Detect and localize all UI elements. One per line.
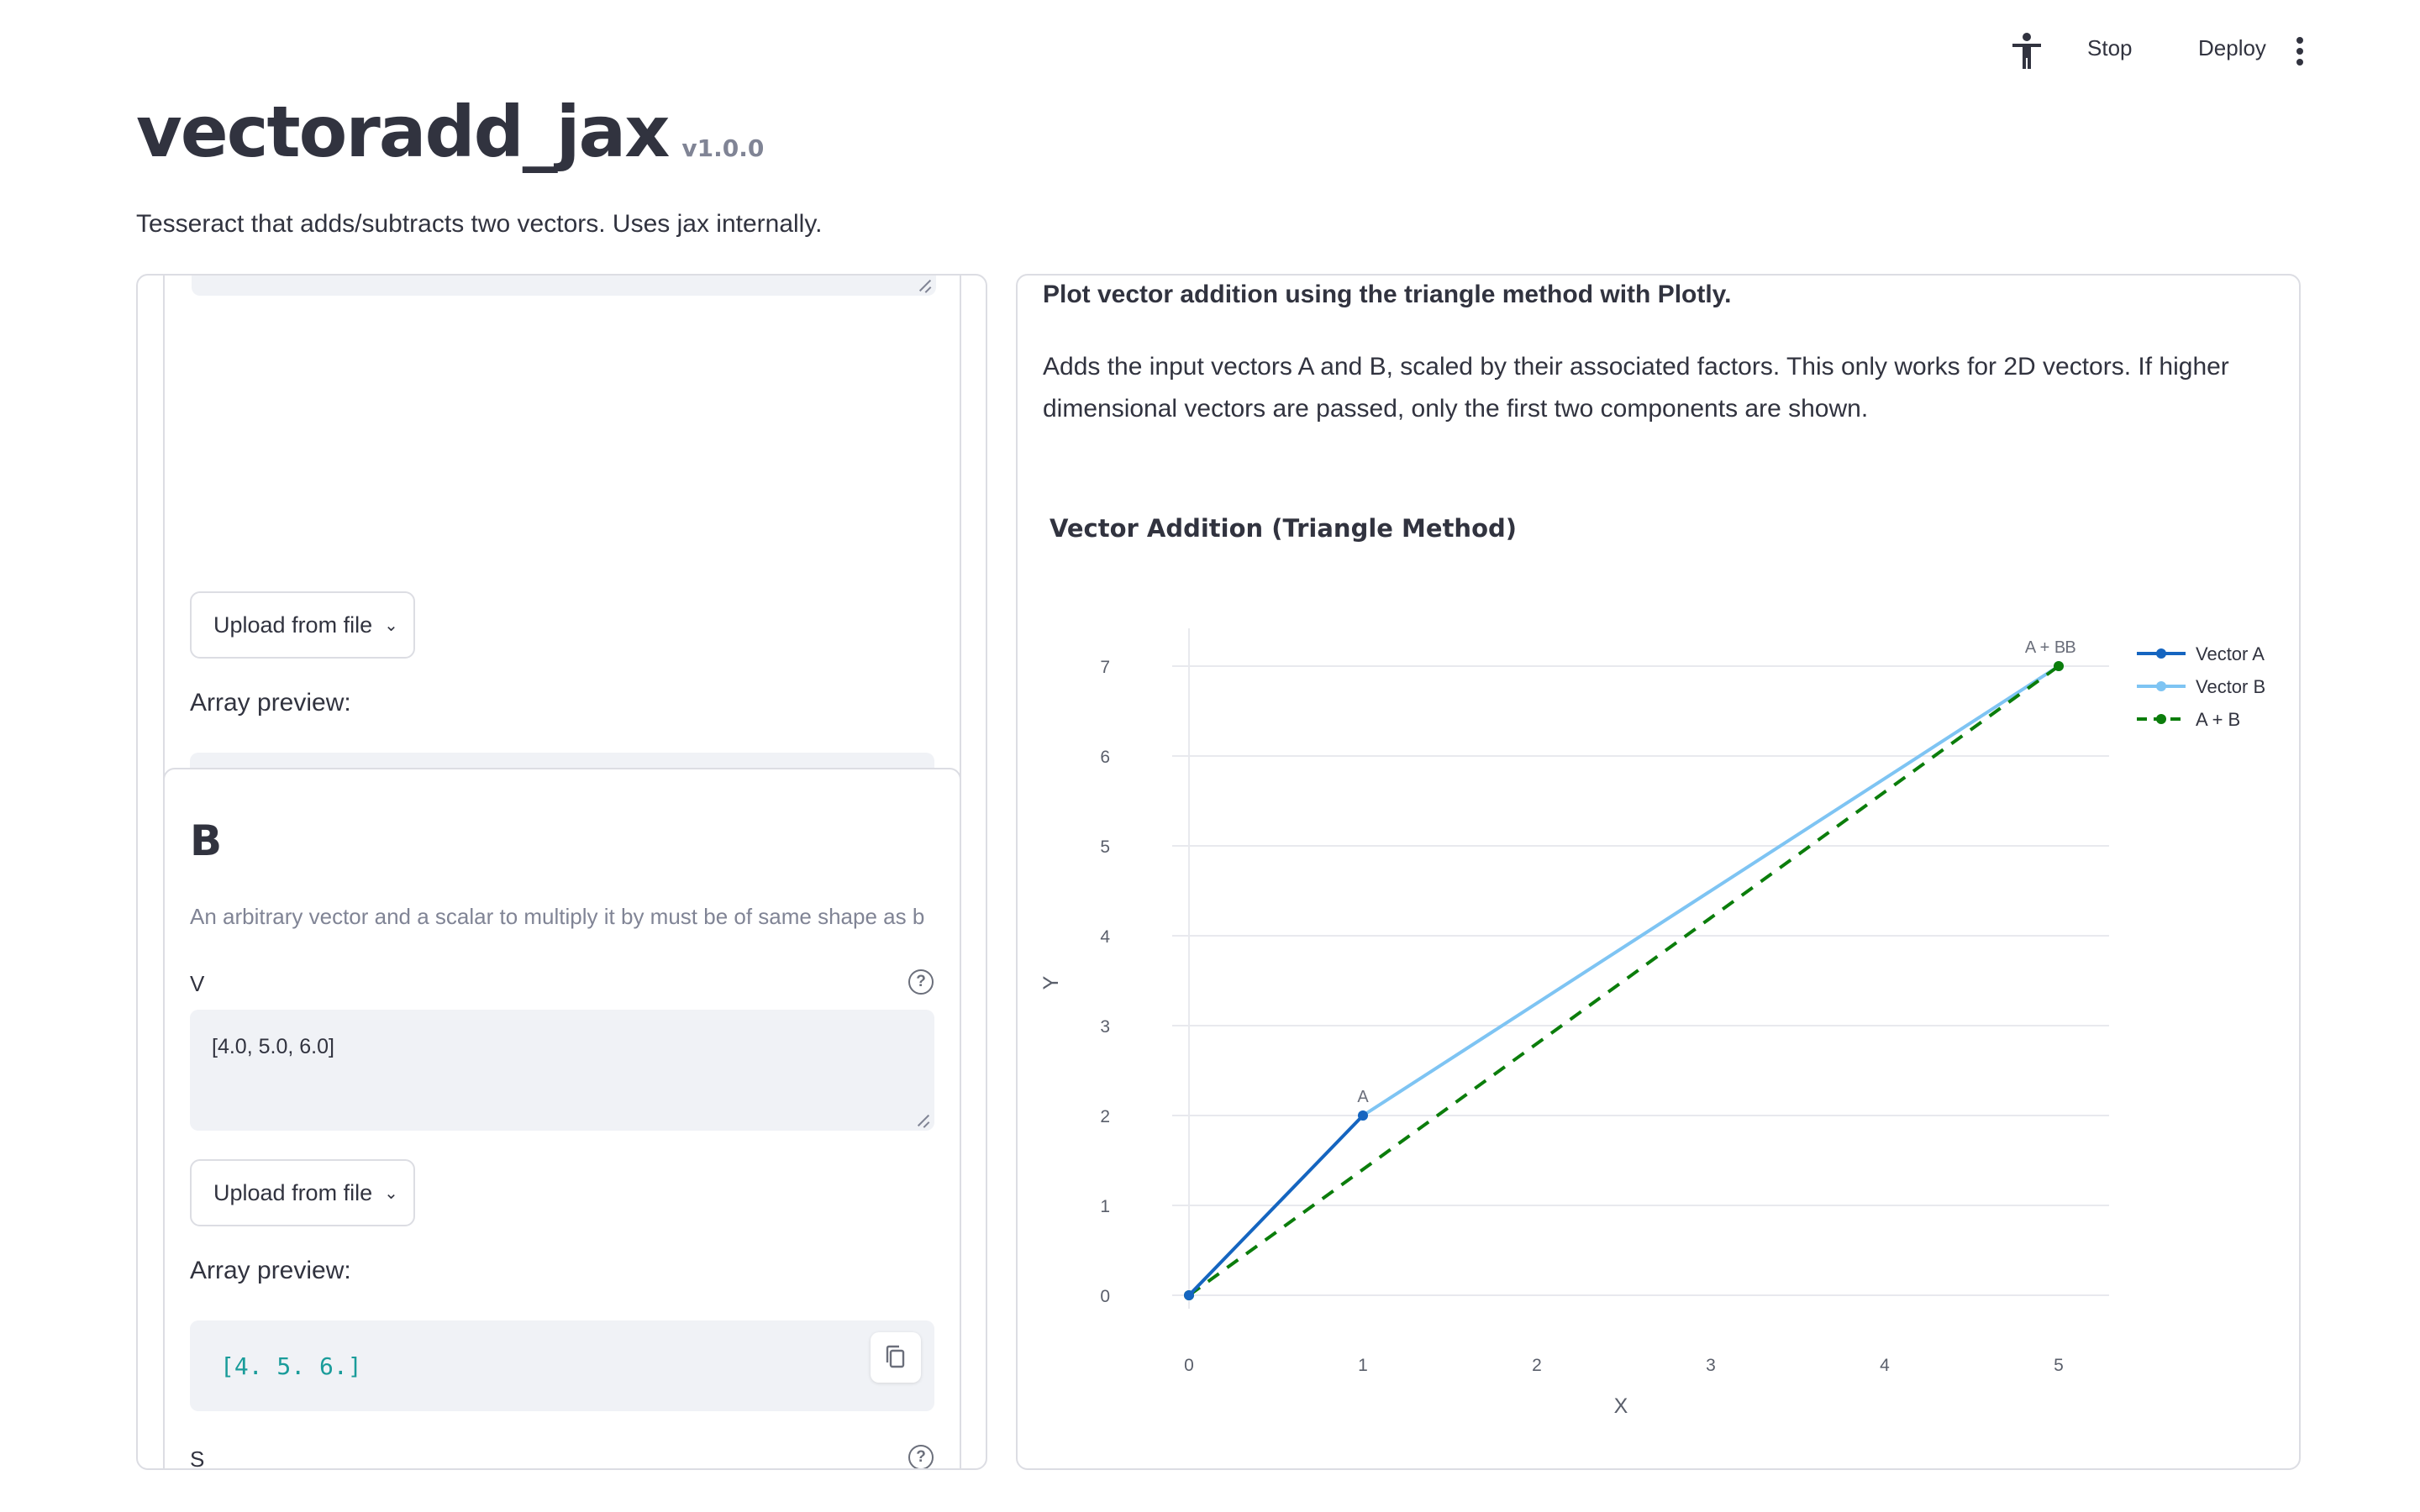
legend-marker [2156, 648, 2166, 659]
input-b-v-textarea[interactable]: [4.0, 5.0, 6.0] [190, 1010, 934, 1131]
x-axis-label: X [1614, 1394, 1628, 1418]
resize-handle-icon[interactable] [918, 279, 931, 292]
plot-panel-title: Plot vector addition using the triangle … [1043, 281, 1732, 308]
upload-from-file-button[interactable]: Upload from file ⌄ [190, 591, 415, 659]
chart-title: Vector Addition (Triangle Method) [1050, 514, 1518, 543]
y-tick-label: 4 [1100, 927, 1110, 947]
vector-end-label: B [2065, 638, 2075, 657]
vector-end-label: A [1357, 1088, 1369, 1106]
help-icon[interactable]: ? [908, 1445, 934, 1468]
array-preview-label: Array preview: [190, 1257, 351, 1284]
input-b-description: An arbitrary vector and a scalar to mult… [190, 904, 925, 929]
page-subtitle: Tesseract that adds/subtracts two vector… [136, 210, 823, 238]
plot-panel-description: Adds the input vectors A and B, scaled b… [1043, 353, 2229, 423]
series-line [1187, 1114, 1365, 1297]
chevron-down-icon: ⌄ [384, 616, 398, 635]
x-tick-label: 2 [1532, 1356, 1542, 1375]
inputs-panel[interactable]: Upload from file ⌄ Array preview: [1. 2.… [136, 274, 987, 1470]
upload-label: Upload from file [213, 612, 373, 638]
array-preview-code: [4. 5. 6.] [190, 1320, 934, 1411]
x-tick-label: 3 [1706, 1356, 1716, 1375]
x-tick-label: 0 [1184, 1356, 1194, 1375]
deploy-button[interactable]: Deploy [2198, 35, 2266, 60]
legend-entry: Vector B [2196, 676, 2265, 697]
input-b-card: B An arbitrary vector and a scalar to mu… [163, 768, 961, 1470]
page-header: vectoradd_jax v1.0.0 [136, 91, 764, 173]
page-title: vectoradd_jax [136, 91, 670, 173]
input-a-v-textarea[interactable] [192, 276, 936, 296]
y-tick-label: 2 [1100, 1107, 1110, 1126]
legend-entry: Vector A [2196, 643, 2265, 664]
more-vertical-icon[interactable] [2287, 37, 2312, 66]
copy-icon[interactable] [871, 1332, 921, 1383]
legend-entry: A + B [2196, 709, 2240, 730]
stop-button[interactable]: Stop [2087, 35, 2133, 60]
data-point [1358, 1110, 1368, 1121]
y-tick-label: 3 [1100, 1017, 1110, 1037]
array-preview-label: Array preview: [190, 689, 351, 717]
help-icon[interactable]: ? [908, 969, 934, 995]
upload-label: Upload from file [213, 1179, 373, 1205]
chevron-down-icon: ⌄ [384, 1184, 398, 1203]
version-badge: v1.0.0 [681, 134, 765, 162]
data-point [2054, 661, 2064, 671]
y-tick-label: 7 [1100, 658, 1110, 677]
legend-marker [2156, 714, 2166, 724]
vector-end-label: A + B [2025, 638, 2065, 657]
y-axis-label: Y [1039, 975, 1063, 990]
y-tick-label: 6 [1100, 748, 1110, 767]
series-line [1187, 664, 2060, 1297]
output-panel: Plot vector addition using the triangle … [1016, 274, 2301, 1470]
legend-marker [2156, 681, 2166, 691]
resize-handle-icon[interactable] [916, 1114, 929, 1127]
x-tick-label: 4 [1880, 1356, 1890, 1375]
y-tick-label: 1 [1100, 1197, 1110, 1216]
v-field-label: V [190, 971, 205, 996]
v-value: [4.0, 5.0, 6.0] [212, 1035, 334, 1058]
array-preview-value: [4. 5. 6.] [220, 1352, 362, 1380]
input-b-heading: B [190, 816, 223, 865]
data-point [1184, 1290, 1194, 1300]
s-field-label: S [190, 1446, 205, 1470]
series-line [1361, 664, 2060, 1117]
upload-from-file-button[interactable]: Upload from file ⌄ [190, 1159, 415, 1226]
top-toolbar: Stop Deploy [1916, 24, 2420, 77]
y-tick-label: 0 [1100, 1287, 1110, 1306]
x-tick-label: 5 [2054, 1356, 2064, 1375]
y-tick-label: 5 [1100, 837, 1110, 857]
accessibility-icon[interactable] [2002, 27, 2052, 76]
x-tick-label: 1 [1358, 1356, 1368, 1375]
